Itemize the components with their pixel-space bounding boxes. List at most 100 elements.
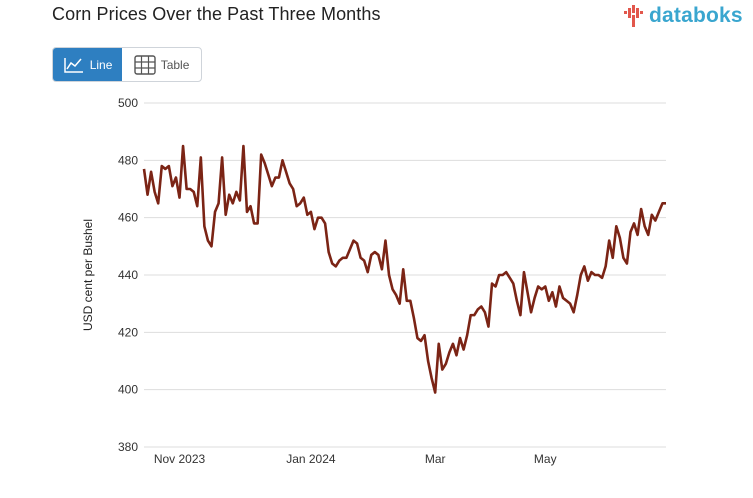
data-point[interactable] (447, 350, 452, 355)
data-point[interactable] (390, 287, 395, 292)
data-point[interactable] (379, 267, 384, 272)
data-point[interactable] (347, 247, 352, 252)
data-point[interactable] (422, 333, 427, 338)
data-point[interactable] (628, 230, 633, 235)
data-point[interactable] (397, 301, 402, 306)
line-view-button[interactable]: Line (53, 48, 123, 81)
data-point[interactable] (355, 241, 360, 246)
data-point[interactable] (156, 201, 161, 206)
data-point[interactable] (227, 192, 232, 197)
data-point[interactable] (426, 359, 431, 364)
data-point[interactable] (376, 252, 381, 257)
data-point[interactable] (259, 152, 264, 157)
data-point[interactable] (248, 204, 253, 209)
data-point[interactable] (170, 184, 175, 189)
data-point[interactable] (418, 338, 423, 343)
data-point[interactable] (202, 224, 207, 229)
data-point[interactable] (617, 235, 622, 240)
data-point[interactable] (234, 189, 239, 194)
data-point[interactable] (433, 390, 438, 395)
data-point[interactable] (177, 195, 182, 200)
data-point[interactable] (216, 201, 221, 206)
data-point[interactable] (550, 290, 555, 295)
data-point[interactable] (511, 281, 516, 286)
data-point[interactable] (525, 290, 530, 295)
data-point[interactable] (603, 264, 608, 269)
data-point[interactable] (486, 324, 491, 329)
data-point[interactable] (262, 161, 267, 166)
data-point[interactable] (308, 209, 313, 214)
data-point[interactable] (244, 209, 249, 214)
data-point[interactable] (642, 224, 647, 229)
data-point[interactable] (394, 293, 399, 298)
data-point[interactable] (546, 298, 551, 303)
data-point[interactable] (504, 270, 509, 275)
data-point[interactable] (298, 201, 303, 206)
data-point[interactable] (312, 227, 317, 232)
data-point[interactable] (529, 310, 534, 315)
data-point[interactable] (145, 192, 150, 197)
data-point[interactable] (656, 209, 661, 214)
data-point[interactable] (568, 301, 573, 306)
data-point[interactable] (198, 155, 203, 160)
data-point[interactable] (276, 175, 281, 180)
data-point[interactable] (610, 255, 615, 260)
data-point[interactable] (387, 273, 392, 278)
data-point[interactable] (465, 333, 470, 338)
data-point[interactable] (646, 232, 651, 237)
data-point[interactable] (664, 201, 669, 206)
data-point[interactable] (521, 270, 526, 275)
data-point[interactable] (454, 353, 459, 358)
data-point[interactable] (166, 164, 171, 169)
data-point[interactable] (408, 298, 413, 303)
data-point[interactable] (205, 238, 210, 243)
data-point[interactable] (543, 284, 548, 289)
data-point[interactable] (653, 218, 658, 223)
data-point[interactable] (255, 221, 260, 226)
data-point[interactable] (571, 310, 576, 315)
data-point[interactable] (291, 187, 296, 192)
data-point[interactable] (518, 313, 523, 318)
data-point[interactable] (213, 209, 218, 214)
data-point[interactable] (440, 367, 445, 372)
data-point[interactable] (532, 295, 537, 300)
data-point[interactable] (319, 215, 324, 220)
data-point[interactable] (461, 347, 466, 352)
data-point[interactable] (362, 258, 367, 263)
data-point[interactable] (241, 144, 246, 149)
data-point[interactable] (344, 255, 349, 260)
data-point[interactable] (585, 278, 590, 283)
data-point[interactable] (269, 184, 274, 189)
data-point[interactable] (450, 341, 455, 346)
data-point[interactable] (220, 155, 225, 160)
data-point[interactable] (607, 238, 612, 243)
data-point[interactable] (493, 284, 498, 289)
data-point[interactable] (575, 293, 580, 298)
data-point[interactable] (472, 313, 477, 318)
data-point[interactable] (401, 267, 406, 272)
data-point[interactable] (287, 181, 292, 186)
data-point[interactable] (632, 221, 637, 226)
data-point[interactable] (173, 175, 178, 180)
data-point[interactable] (614, 224, 619, 229)
data-point[interactable] (557, 284, 562, 289)
data-point[interactable] (223, 212, 228, 217)
data-point[interactable] (280, 158, 285, 163)
data-point[interactable] (323, 221, 328, 226)
table-view-button[interactable]: Table (122, 48, 201, 81)
data-point[interactable] (514, 298, 519, 303)
data-point[interactable] (582, 264, 587, 269)
data-point[interactable] (479, 304, 484, 309)
data-point[interactable] (436, 341, 441, 346)
data-point[interactable] (284, 169, 289, 174)
data-point[interactable] (621, 255, 626, 260)
data-point[interactable] (365, 270, 370, 275)
data-point[interactable] (230, 201, 235, 206)
data-point[interactable] (507, 275, 512, 280)
data-point[interactable] (639, 207, 644, 212)
data-point[interactable] (237, 198, 242, 203)
data-point[interactable] (191, 189, 196, 194)
data-point[interactable] (635, 232, 640, 237)
data-point[interactable] (142, 166, 147, 171)
data-point[interactable] (333, 264, 338, 269)
